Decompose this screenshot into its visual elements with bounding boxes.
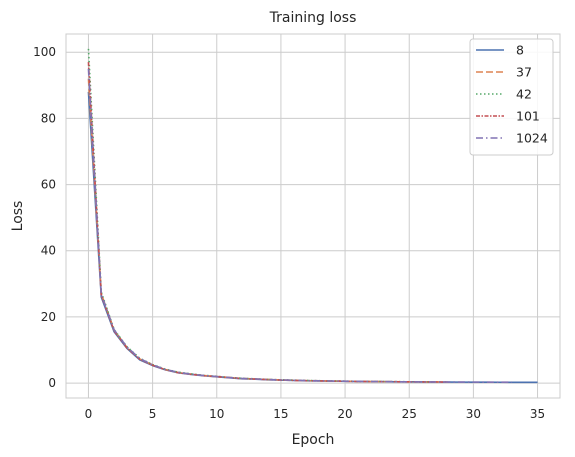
series-lines — [87, 48, 538, 384]
legend-box — [469, 38, 554, 156]
series-line-1024 — [87, 68, 512, 384]
x-tick-label: 35 — [530, 407, 545, 421]
legend-label-101: 101 — [516, 109, 540, 124]
x-tick-labels: 0 5 10 15 20 25 30 35 — [85, 407, 546, 421]
y-axis-label: Loss — [10, 201, 26, 232]
legend-label-8: 8 — [516, 43, 524, 58]
legend: 8 37 42 101 1024 — [469, 38, 554, 156]
legend-label-37: 37 — [516, 65, 532, 80]
x-tick-label: 5 — [149, 407, 157, 421]
y-tick-label: 0 — [48, 376, 56, 390]
x-tick-label: 15 — [273, 407, 288, 421]
y-tick-label: 60 — [41, 178, 56, 192]
legend-label-42: 42 — [516, 87, 532, 102]
legend-label-1024: 1024 — [516, 131, 548, 146]
y-tick-labels: 0 20 40 60 80 100 — [33, 45, 56, 390]
plot-frame — [65, 33, 561, 399]
y-tick-label: 100 — [33, 45, 56, 59]
x-tick-label: 20 — [337, 407, 352, 421]
chart-title: Training loss — [269, 10, 357, 26]
y-tick-label: 40 — [41, 244, 56, 258]
x-tick-label: 25 — [402, 407, 417, 421]
x-tick-label: 30 — [466, 407, 481, 421]
x-tick-label: 10 — [209, 407, 224, 421]
x-tick-label: 0 — [85, 407, 93, 421]
x-axis-label: Epoch — [292, 432, 335, 448]
y-tick-label: 20 — [41, 310, 56, 324]
y-tick-label: 80 — [41, 111, 56, 125]
